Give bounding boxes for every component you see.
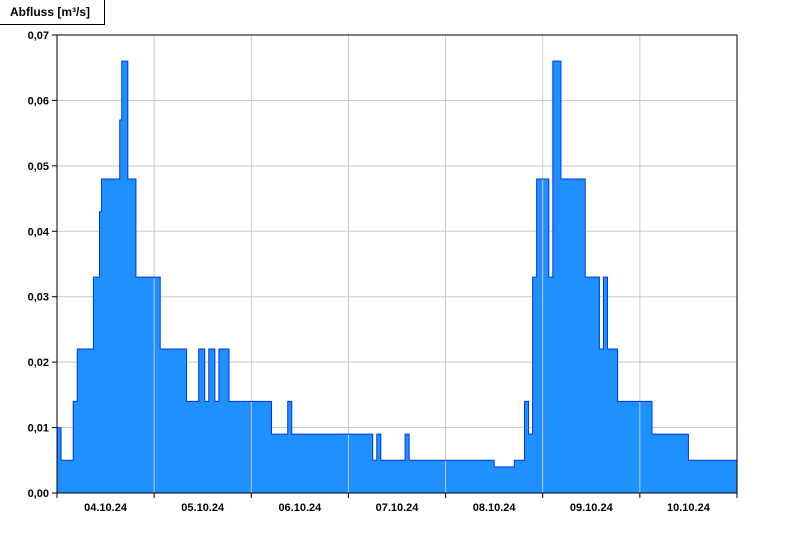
y-axis-label: 0,01 — [28, 423, 49, 435]
x-axis-label: 09.10.24 — [570, 502, 614, 514]
y-axis-label: 0,05 — [28, 161, 49, 173]
x-axis-label: 07.10.24 — [376, 502, 420, 514]
y-axis-label: 0,04 — [28, 226, 50, 238]
plot-frame — [56, 34, 738, 494]
discharge-outline — [57, 60, 737, 468]
y-axis-label: 0,06 — [28, 95, 49, 107]
x-axis-label: 10.10.24 — [667, 502, 711, 514]
x-axis-label: 06.10.24 — [278, 502, 322, 514]
y-axis-label: 0,00 — [28, 488, 49, 500]
chart-title: Abfluss [m³/s] — [0, 0, 106, 25]
y-axis-label: 0,02 — [28, 357, 49, 369]
x-axis-label: 05.10.24 — [181, 502, 225, 514]
y-axis-label: 0,03 — [28, 292, 49, 304]
discharge-area — [57, 61, 737, 494]
y-axis-label: 0,07 — [28, 30, 49, 42]
x-axis-label: 08.10.24 — [473, 502, 517, 514]
x-axis-label: 04.10.24 — [84, 502, 128, 514]
